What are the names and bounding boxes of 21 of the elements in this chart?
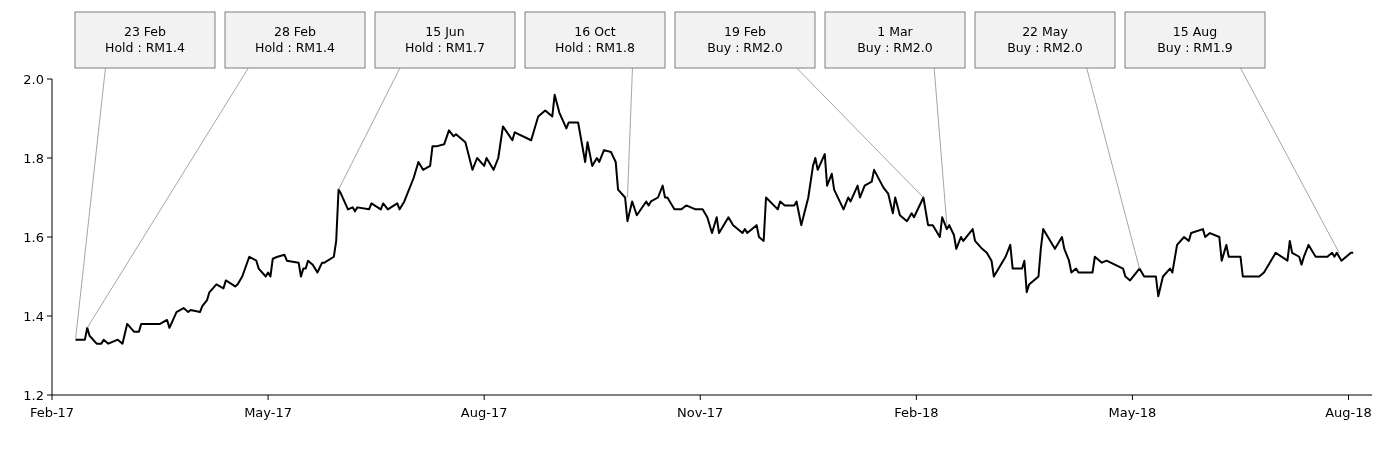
annotation: 15 Jun Hold : RM1.7 [405, 24, 485, 56]
annotation: 16 Oct Hold : RM1.8 [555, 24, 636, 56]
x-tick-label: Feb-18 [894, 405, 939, 420]
line-series [74, 93, 1355, 345]
y-tick-label: 1.8 [23, 150, 44, 166]
y-tick-label: 1.4 [23, 308, 44, 324]
x-tick-label: Feb-17 [29, 405, 75, 420]
x-tick-label: May-18 [1108, 405, 1157, 420]
annotation: 22 May Buy : RM2.0 [1007, 24, 1083, 56]
annotation: 19 Feb Buy : RM2.0 [707, 24, 783, 56]
annotation: 15 Aug Buy : RM1.9 [1157, 24, 1233, 56]
annotation: 1 Mar Buy : RM2.0 [857, 24, 933, 56]
x-tick-label: May-17 [244, 405, 293, 420]
y-tick-label: 1.6 [23, 229, 44, 245]
x-tick-label: Aug-18 [1325, 405, 1372, 420]
x-tick-label: Aug-17 [460, 405, 508, 420]
y-tick-label: 1.2 [23, 387, 44, 403]
x-tick-label: Nov-17 [677, 405, 724, 420]
annotation: 23 Feb Hold : RM1.4 [105, 24, 186, 56]
y-tick-label: 2.0 [23, 71, 44, 87]
annotation: 28 Feb Hold : RM1.4 [255, 24, 336, 56]
